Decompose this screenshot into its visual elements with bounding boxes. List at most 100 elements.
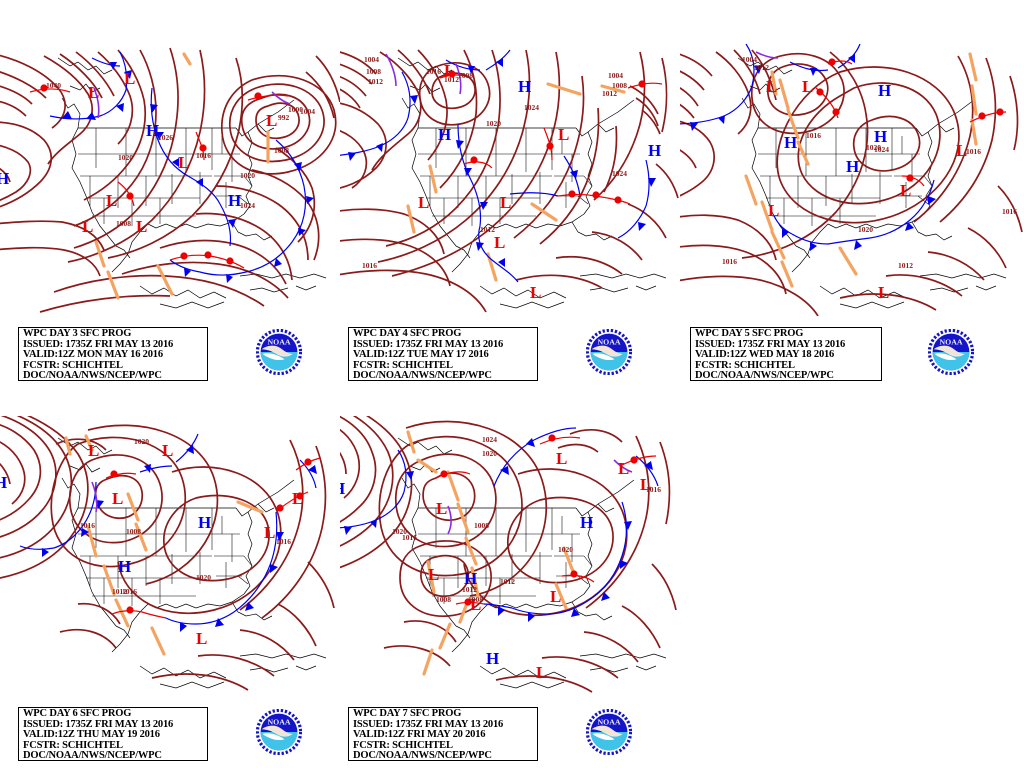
- panel-day4-map[interactable]: H H H L L L L L L 1004 1008 1012 1016 10…: [340, 36, 680, 316]
- high-value-label: 1024: [240, 201, 255, 210]
- low-marker: L: [550, 587, 561, 606]
- isobar-label: 1024: [612, 169, 627, 178]
- low-marker: L: [82, 217, 93, 236]
- low-marker: L: [428, 565, 439, 584]
- legend-title: WPC DAY 6 SFC PROG: [23, 708, 132, 719]
- isobar-label: 1012: [480, 225, 495, 234]
- low-marker: L: [196, 629, 207, 648]
- isobar-label: 1012: [602, 89, 617, 98]
- low-marker: L: [162, 441, 173, 460]
- high-marker: H: [846, 157, 859, 176]
- high-marker: H: [146, 121, 159, 140]
- panel-day3-map[interactable]: H 1026 H 1024 H L L 992 L L L L L 1040 1…: [0, 36, 340, 316]
- noaa-logo-text: NOAA: [267, 718, 290, 727]
- low-marker: L: [768, 201, 779, 220]
- noaa-logo: NOAA: [586, 329, 632, 375]
- low-marker: L: [494, 233, 505, 252]
- legend-box-day3: WPC DAY 3 SFC PROG ISSUED: 1735Z FRI MAY…: [18, 327, 208, 381]
- low-marker: L: [124, 69, 135, 88]
- high-marker: H: [438, 125, 451, 144]
- legend-agency: DOC/NOAA/NWS/NCEP/WPC: [353, 750, 492, 761]
- isobar-label: 1012: [500, 577, 515, 586]
- isobar-label: 1008: [474, 521, 489, 530]
- isobar-label: 1020: [240, 171, 255, 180]
- legend-agency: DOC/NOAA/NWS/NCEP/WPC: [23, 750, 162, 761]
- isobar-label: 1008: [116, 219, 131, 228]
- high-marker: H: [464, 569, 477, 588]
- noaa-logo-text: NOAA: [597, 718, 620, 727]
- legend-title: WPC DAY 7 SFC PROG: [353, 708, 462, 719]
- isobar-label: 1020: [118, 153, 133, 162]
- isobar-label: 1004: [364, 55, 379, 64]
- high-marker: H: [486, 649, 499, 668]
- isobar-label: 1020: [482, 449, 497, 458]
- surface-prog-chart-day6: H H H L L L L L L 1020 1008 1016 1016 10…: [0, 416, 335, 691]
- low-value-label: 992: [278, 113, 290, 122]
- legend-agency: DOC/NOAA/NWS/NCEP/WPC: [23, 370, 162, 381]
- isobar-label: 1012: [462, 585, 477, 594]
- low-marker: L: [264, 523, 275, 542]
- isobar-label: 1008: [612, 81, 627, 90]
- legend-agency: DOC/NOAA/NWS/NCEP/WPC: [353, 370, 492, 381]
- legend-forecaster: FCSTR: SCHICHTEL: [353, 359, 453, 371]
- isobar-label: 1016: [122, 587, 137, 596]
- legend-title: WPC DAY 4 SFC PROG: [353, 328, 462, 339]
- isobar-label: 1016: [1002, 207, 1017, 216]
- isobar-label: 1012: [444, 75, 459, 84]
- low-marker: L: [88, 83, 99, 102]
- low-marker: L: [530, 283, 541, 302]
- high-marker: H: [118, 557, 131, 576]
- legend-forecaster: FCSTR: SCHICHTEL: [695, 359, 795, 371]
- isobar-label: 1012: [754, 63, 769, 72]
- noaa-logo-text: NOAA: [597, 338, 620, 347]
- legend-forecaster: FCSTR: SCHICHTEL: [353, 739, 453, 751]
- high-marker: H: [0, 473, 7, 492]
- legend-issued: ISSUED: 1735Z FRI MAY 13 2016: [353, 718, 504, 730]
- high-value-label: 1024: [874, 145, 889, 154]
- isobar-label: 1024: [524, 103, 539, 112]
- low-marker: L: [136, 217, 147, 236]
- isobar-label: 1020: [558, 545, 573, 554]
- isobar-label: 1020: [858, 225, 873, 234]
- low-marker: L: [418, 193, 429, 212]
- legend-title: WPC DAY 3 SFC PROG: [23, 328, 132, 339]
- isobar-label: 1016: [402, 533, 417, 542]
- isobar-label: 1008: [274, 146, 289, 155]
- surface-prog-chart-day7: H H H H L L L L L L L L 1024 1020 1008 1…: [340, 416, 677, 693]
- legend-issued: ISSUED: 1735Z FRI MAY 13 2016: [23, 718, 174, 730]
- panel-day6-map[interactable]: H H H L L L L L L 1020 1008 1016 1016 10…: [0, 416, 340, 696]
- legend-issued: ISSUED: 1735Z FRI MAY 13 2016: [353, 338, 504, 350]
- isobar-label: 1012: [368, 77, 383, 86]
- low-marker: L: [878, 283, 889, 302]
- isobar-label: 1004: [300, 107, 315, 116]
- legend-valid: VALID:12Z TUE MAY 17 2016: [353, 349, 489, 360]
- surface-prog-chart-day3: H 1026 H 1024 H L L 992 L L L L L 1040 1…: [0, 47, 340, 313]
- isobar-label: 1016: [362, 261, 377, 270]
- high-marker: H: [878, 81, 891, 100]
- low-marker: L: [266, 111, 277, 130]
- isobar-label: 1016: [966, 147, 981, 156]
- isobar-label: 1040: [46, 81, 61, 90]
- panel-day5-map[interactable]: H H 1024 H H L L L L L L 1004 1012 1016 …: [680, 36, 1024, 316]
- isobar-label: 1012: [898, 261, 913, 270]
- legend-issued: ISSUED: 1735Z FRI MAY 13 2016: [23, 338, 174, 350]
- isobar-label: 1016: [196, 151, 211, 160]
- noaa-logo-text: NOAA: [267, 338, 290, 347]
- isobar-label: 1016: [426, 67, 441, 76]
- legend-box-day4: WPC DAY 4 SFC PROG ISSUED: 1735Z FRI MAY…: [348, 327, 538, 381]
- isobar-label: 1008: [458, 71, 473, 80]
- low-marker: L: [500, 193, 511, 212]
- noaa-logo: NOAA: [256, 329, 302, 375]
- isobar-label: 1020: [134, 437, 149, 446]
- legend-agency: DOC/NOAA/NWS/NCEP/WPC: [695, 370, 834, 381]
- legend-forecaster: FCSTR: SCHICHTEL: [23, 359, 123, 371]
- low-marker: L: [640, 475, 651, 494]
- surface-prog-chart-day5: H H 1024 H H L L L L L L 1004 1012 1016 …: [680, 43, 1023, 316]
- isobar-label: 1020: [392, 527, 407, 536]
- low-marker: L: [802, 77, 813, 96]
- low-marker: L: [106, 191, 117, 210]
- low-marker: L: [618, 459, 629, 478]
- isobar-label: 1004: [608, 71, 623, 80]
- isobar-label: 1020: [866, 143, 881, 152]
- panel-day7-map[interactable]: H H H H L L L L L L L L 1024 1020 1008 1…: [340, 416, 680, 696]
